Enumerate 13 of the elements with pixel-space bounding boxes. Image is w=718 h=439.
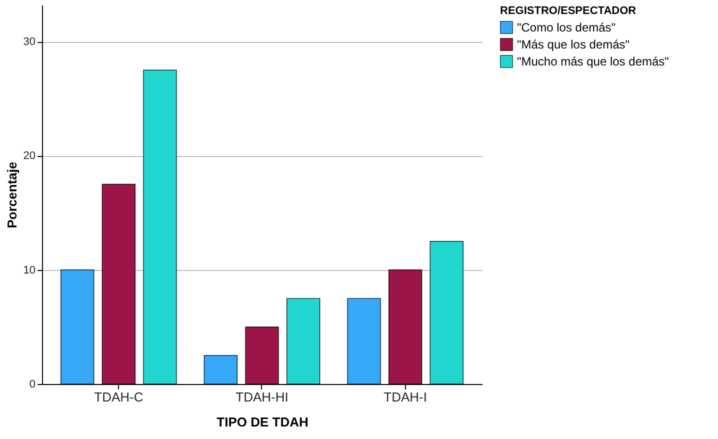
x-axis-title: TIPO DE TDAH: [216, 414, 308, 430]
legend-title: REGISTRO/ESPECTADOR: [500, 5, 636, 17]
y-tick-label: 10: [23, 264, 36, 276]
legend-label: "Como los demás": [517, 20, 616, 34]
x-tick-label: TDAH-C: [94, 390, 144, 404]
y-tick-label: 30: [23, 36, 36, 48]
x-tick-label: TDAH-HI: [236, 390, 288, 404]
x-tick-label: TDAH-I: [384, 390, 427, 404]
legend-label: "Más que los demás": [517, 38, 630, 52]
y-tick-label: 0: [29, 378, 36, 390]
legend-label: "Mucho más que los demás": [517, 54, 669, 68]
y-tick-label: 20: [23, 150, 36, 162]
y-axis-title: Porcentaje: [4, 162, 20, 228]
